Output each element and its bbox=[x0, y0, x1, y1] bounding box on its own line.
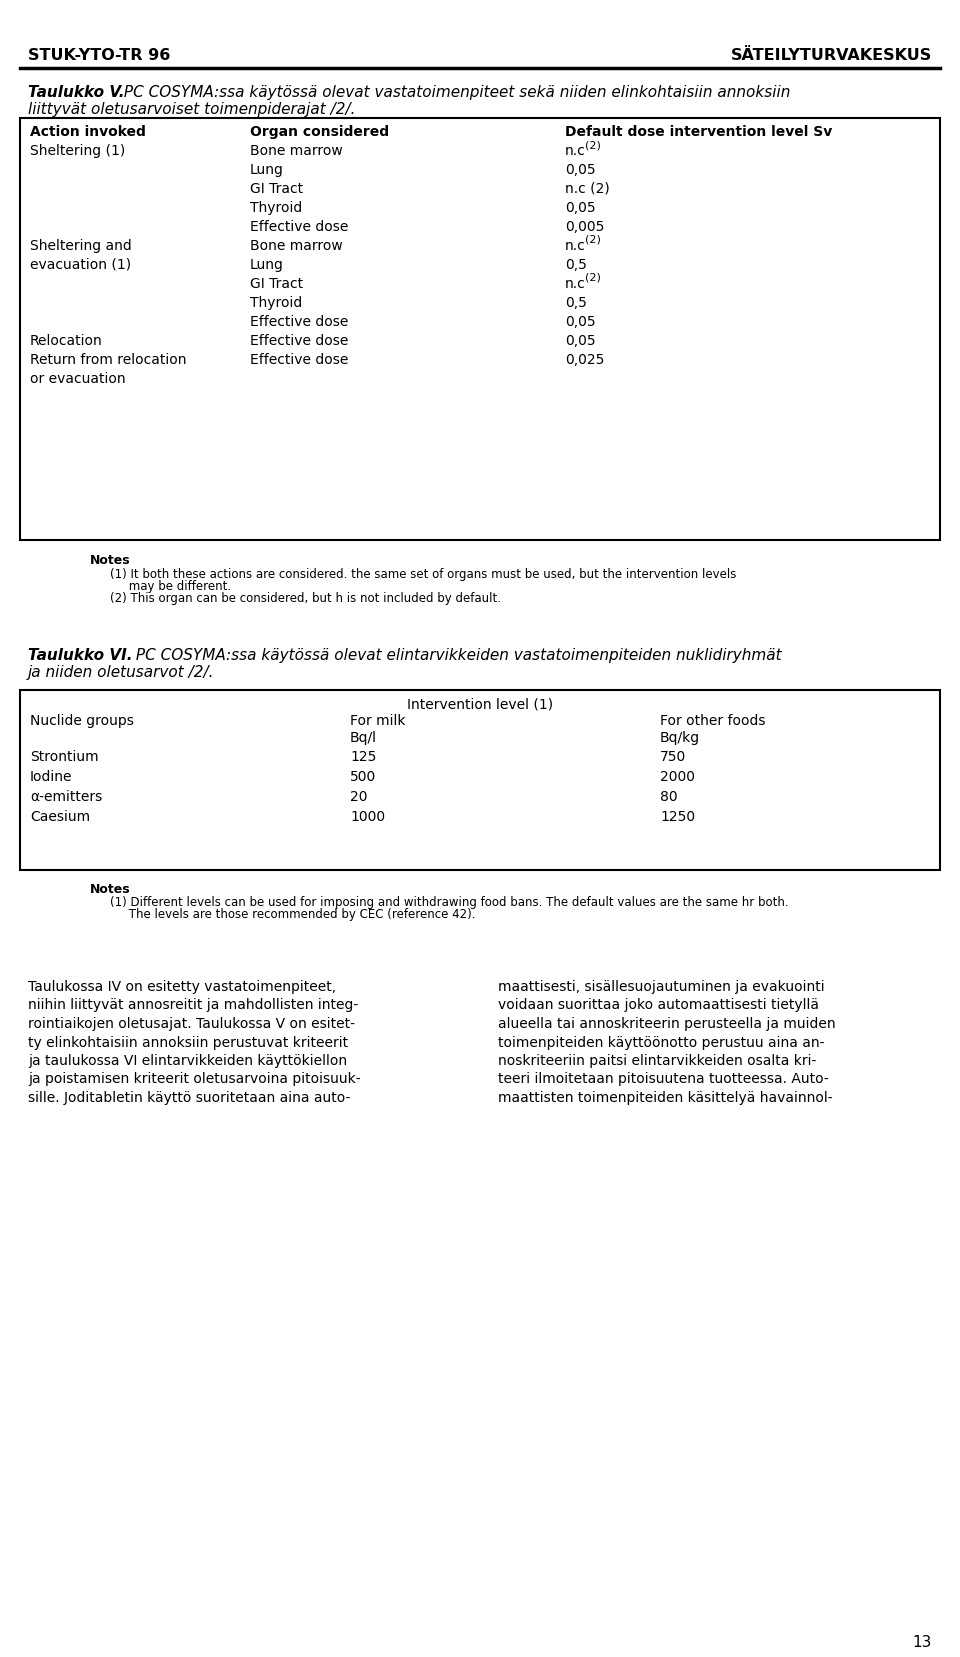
Text: maattisesti, sisällesuojautuminen ja evakuointi: maattisesti, sisällesuojautuminen ja eva… bbox=[498, 979, 825, 994]
Text: (2): (2) bbox=[585, 273, 601, 283]
Text: rointiaikojen oletusajat. Taulukossa V on esitet-: rointiaikojen oletusajat. Taulukossa V o… bbox=[28, 1017, 355, 1031]
Text: ja poistamisen kriteerit oletusarvoina pitoisuuk-: ja poistamisen kriteerit oletusarvoina p… bbox=[28, 1072, 361, 1087]
Text: Effective dose: Effective dose bbox=[250, 220, 348, 234]
Text: Sheltering and: Sheltering and bbox=[30, 239, 132, 254]
Text: Bone marrow: Bone marrow bbox=[250, 144, 343, 157]
Text: ty elinkohtaisiin annoksiin perustuvat kriteerit: ty elinkohtaisiin annoksiin perustuvat k… bbox=[28, 1036, 348, 1049]
Text: Iodine: Iodine bbox=[30, 771, 73, 784]
Text: or evacuation: or evacuation bbox=[30, 373, 126, 386]
Text: 0,5: 0,5 bbox=[565, 297, 587, 310]
Text: Effective dose: Effective dose bbox=[250, 335, 348, 348]
Text: sille. Joditabletin käyttö suoritetaan aina auto-: sille. Joditabletin käyttö suoritetaan a… bbox=[28, 1090, 350, 1105]
Text: SÄTEILYTURVAKESKUS: SÄTEILYTURVAKESKUS bbox=[731, 48, 932, 63]
Text: For milk: For milk bbox=[350, 714, 405, 727]
Text: 20: 20 bbox=[350, 790, 368, 804]
Text: (2): (2) bbox=[585, 235, 601, 245]
Text: evacuation (1): evacuation (1) bbox=[30, 258, 132, 272]
Text: Taulukossa IV on esitetty vastatoimenpiteet,: Taulukossa IV on esitetty vastatoimenpit… bbox=[28, 979, 336, 994]
Text: Sheltering (1): Sheltering (1) bbox=[30, 144, 125, 157]
Text: ja niiden oletusarvot /2/.: ja niiden oletusarvot /2/. bbox=[28, 664, 214, 679]
Text: GI Tract: GI Tract bbox=[250, 182, 303, 196]
Text: Taulukko VI.: Taulukko VI. bbox=[28, 648, 132, 663]
Text: 500: 500 bbox=[350, 771, 376, 784]
Text: 2000: 2000 bbox=[660, 771, 695, 784]
Text: n.c: n.c bbox=[565, 144, 586, 157]
Text: Notes: Notes bbox=[90, 553, 131, 567]
Text: α-emitters: α-emitters bbox=[30, 790, 103, 804]
Text: PC COSYMA:ssa käytössä olevat elintarvikkeiden vastatoimenpiteiden nuklidiryhmät: PC COSYMA:ssa käytössä olevat elintarvik… bbox=[131, 648, 781, 663]
Text: 0,05: 0,05 bbox=[565, 335, 595, 348]
Text: toimenpiteiden käyttöönotto perustuu aina an-: toimenpiteiden käyttöönotto perustuu ain… bbox=[498, 1036, 825, 1049]
Text: Organ considered: Organ considered bbox=[250, 124, 389, 139]
Text: n.c: n.c bbox=[565, 277, 586, 292]
Text: n.c: n.c bbox=[565, 239, 586, 254]
Text: n.c (2): n.c (2) bbox=[565, 182, 610, 196]
Text: Relocation: Relocation bbox=[30, 335, 103, 348]
Text: Intervention level (1): Intervention level (1) bbox=[407, 698, 553, 711]
Text: Lung: Lung bbox=[250, 258, 284, 272]
Text: (2) This organ can be considered, but h is not included by default.: (2) This organ can be considered, but h … bbox=[110, 592, 501, 605]
Bar bbox=[20, 118, 940, 540]
Text: 0,05: 0,05 bbox=[565, 200, 595, 215]
Text: teeri ilmoitetaan pitoisuutena tuotteessa. Auto-: teeri ilmoitetaan pitoisuutena tuotteess… bbox=[498, 1072, 828, 1087]
Text: 13: 13 bbox=[913, 1635, 932, 1650]
Text: 1250: 1250 bbox=[660, 810, 695, 824]
Text: noskriteeriin paitsi elintarvikkeiden osalta kri-: noskriteeriin paitsi elintarvikkeiden os… bbox=[498, 1054, 816, 1069]
Text: Effective dose: Effective dose bbox=[250, 315, 348, 330]
Text: 750: 750 bbox=[660, 751, 686, 764]
Text: 0,005: 0,005 bbox=[565, 220, 605, 234]
Text: 0,025: 0,025 bbox=[565, 353, 605, 366]
Text: Bone marrow: Bone marrow bbox=[250, 239, 343, 254]
Text: voidaan suorittaa joko automaattisesti tietyllä: voidaan suorittaa joko automaattisesti t… bbox=[498, 999, 819, 1012]
Text: For other foods: For other foods bbox=[660, 714, 765, 727]
Text: The levels are those recommended by CEC (reference 42).: The levels are those recommended by CEC … bbox=[110, 908, 475, 921]
Text: Strontium: Strontium bbox=[30, 751, 99, 764]
Text: STUK-YTO-TR 96: STUK-YTO-TR 96 bbox=[28, 48, 170, 63]
Text: 125: 125 bbox=[350, 751, 376, 764]
Text: Bq/kg: Bq/kg bbox=[660, 731, 700, 746]
Text: Nuclide groups: Nuclide groups bbox=[30, 714, 133, 727]
Text: (2): (2) bbox=[585, 139, 601, 151]
Text: maattisten toimenpiteiden käsittelyä havainnol-: maattisten toimenpiteiden käsittelyä hav… bbox=[498, 1090, 832, 1105]
Text: Action invoked: Action invoked bbox=[30, 124, 146, 139]
Text: Notes: Notes bbox=[90, 883, 131, 896]
Text: Caesium: Caesium bbox=[30, 810, 90, 824]
Text: Thyroid: Thyroid bbox=[250, 200, 302, 215]
Text: Lung: Lung bbox=[250, 162, 284, 177]
Text: Default dose intervention level Sv: Default dose intervention level Sv bbox=[565, 124, 832, 139]
Text: Bq/l: Bq/l bbox=[350, 731, 377, 746]
Text: Effective dose: Effective dose bbox=[250, 353, 348, 366]
Text: 80: 80 bbox=[660, 790, 678, 804]
Text: (1) Different levels can be used for imposing and withdrawing food bans. The def: (1) Different levels can be used for imp… bbox=[110, 896, 788, 910]
Bar bbox=[20, 689, 940, 870]
Text: 0,05: 0,05 bbox=[565, 315, 595, 330]
Text: Return from relocation: Return from relocation bbox=[30, 353, 186, 366]
Text: liittyvät oletusarvoiset toimenpiderajat /2/.: liittyvät oletusarvoiset toimenpiderajat… bbox=[28, 103, 355, 118]
Text: PC COSYMA:ssa käytössä olevat vastatoimenpiteet sekä niiden elinkohtaisiin annok: PC COSYMA:ssa käytössä olevat vastatoime… bbox=[119, 85, 790, 99]
Text: alueella tai annoskriteerin perusteella ja muiden: alueella tai annoskriteerin perusteella … bbox=[498, 1017, 835, 1031]
Text: 0,05: 0,05 bbox=[565, 162, 595, 177]
Text: may be different.: may be different. bbox=[110, 580, 231, 593]
Text: GI Tract: GI Tract bbox=[250, 277, 303, 292]
Text: Taulukko V.: Taulukko V. bbox=[28, 85, 125, 99]
Text: ja taulukossa VI elintarvikkeiden käyttökiellon: ja taulukossa VI elintarvikkeiden käyttö… bbox=[28, 1054, 348, 1069]
Text: 1000: 1000 bbox=[350, 810, 385, 824]
Text: Thyroid: Thyroid bbox=[250, 297, 302, 310]
Text: niihin liittyvät annosreitit ja mahdollisten integ-: niihin liittyvät annosreitit ja mahdolli… bbox=[28, 999, 358, 1012]
Text: (1) It both these actions are considered. the same set of organs must be used, b: (1) It both these actions are considered… bbox=[110, 568, 736, 582]
Text: 0,5: 0,5 bbox=[565, 258, 587, 272]
